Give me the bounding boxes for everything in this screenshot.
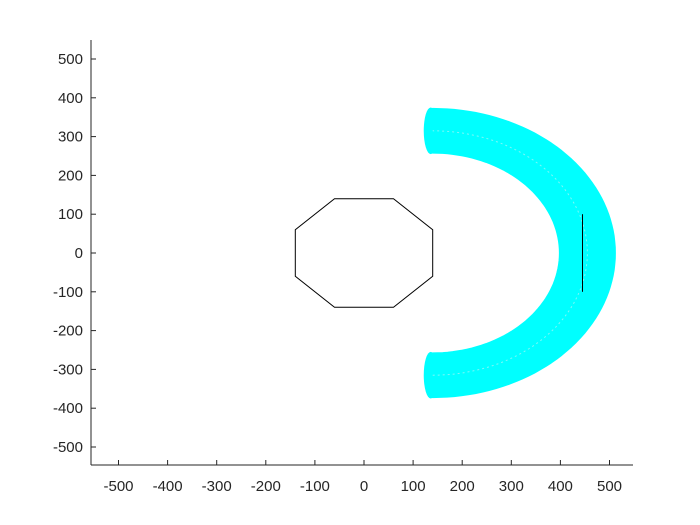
- x-tick-label: -100: [300, 478, 330, 495]
- x-tick-label: -200: [251, 478, 281, 495]
- x-tick-label: -500: [103, 478, 133, 495]
- cyan-arc-band: [431, 107, 616, 399]
- x-tick-label: 200: [450, 478, 475, 495]
- octagon-obstacle: [294, 198, 434, 308]
- y-tick-label: 200: [58, 167, 83, 184]
- x-tick-label: 0: [360, 478, 368, 495]
- y-tick-label: 300: [58, 129, 83, 146]
- x-tick-label: 400: [548, 478, 573, 495]
- y-tick-label: -300: [53, 361, 83, 378]
- y-ticks: 500 400 300 200 100 0 -100 -200 -300 -400 -500: [53, 51, 96, 456]
- x-tick-label: -400: [153, 478, 183, 495]
- axes: [90, 40, 633, 466]
- y-tick-label: 400: [58, 90, 83, 107]
- y-tick-label: -400: [53, 400, 83, 417]
- arc-band-bottom-end: [423, 351, 438, 399]
- y-tick-label: -500: [53, 439, 83, 456]
- arc-band-top-end: [423, 107, 438, 155]
- polygon-layer: [294, 198, 434, 308]
- y-tick-label: 0: [75, 245, 83, 262]
- y-tick-label: -100: [53, 284, 83, 301]
- x-tick-label: 100: [401, 478, 426, 495]
- x-tick-label: -300: [202, 478, 232, 495]
- x-ticks: -500 -400 -300 -200 -100 0 100 200 300 400 500: [103, 460, 622, 495]
- x-tick-label: 500: [597, 478, 622, 495]
- y-tick-label: 100: [58, 206, 83, 223]
- x-tick-label: 300: [499, 478, 524, 495]
- arc-band-centerline: [432, 130, 588, 376]
- arc-band-layer: [423, 107, 616, 399]
- y-tick-label: 500: [58, 51, 83, 68]
- y-tick-label: -200: [53, 323, 83, 340]
